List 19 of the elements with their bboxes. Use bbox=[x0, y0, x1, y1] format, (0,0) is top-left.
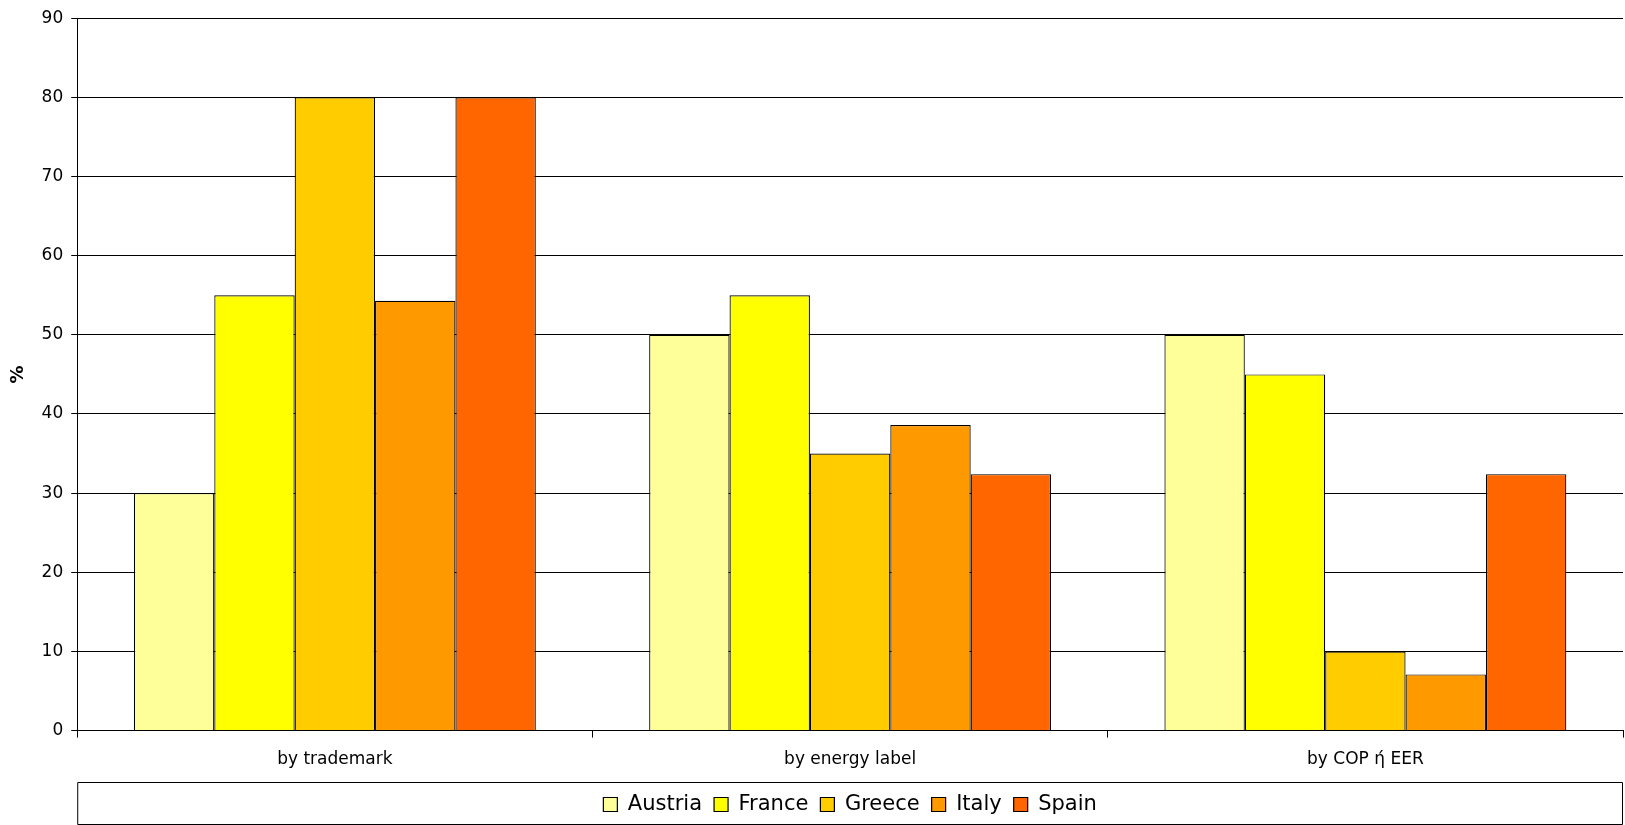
y-axis-title: % bbox=[6, 365, 28, 384]
legend-label: Austria bbox=[627, 790, 703, 815]
x-tick-label: by trademark bbox=[277, 748, 393, 769]
y-tick-label: 90 bbox=[41, 6, 64, 27]
y-tick-label: 40 bbox=[41, 402, 64, 423]
y-tick-label: 60 bbox=[41, 244, 64, 265]
y-tick-label: 80 bbox=[41, 85, 64, 106]
x-tick-label: by energy label bbox=[784, 748, 917, 769]
y-tick-label: 50 bbox=[41, 323, 64, 344]
legend-label: Greece bbox=[844, 790, 920, 815]
y-tick-label: 30 bbox=[41, 481, 64, 502]
y-tick-label: 70 bbox=[41, 164, 64, 185]
y-tick-label: 0 bbox=[52, 719, 64, 740]
y-tick-label: 20 bbox=[41, 560, 64, 581]
legend-label: France bbox=[738, 790, 809, 815]
y-tick-label: 10 bbox=[41, 639, 64, 660]
legend-label: Spain bbox=[1038, 790, 1097, 815]
legend-label: Italy bbox=[956, 790, 1002, 815]
x-tick-label: by COP ή EER bbox=[1307, 748, 1424, 769]
